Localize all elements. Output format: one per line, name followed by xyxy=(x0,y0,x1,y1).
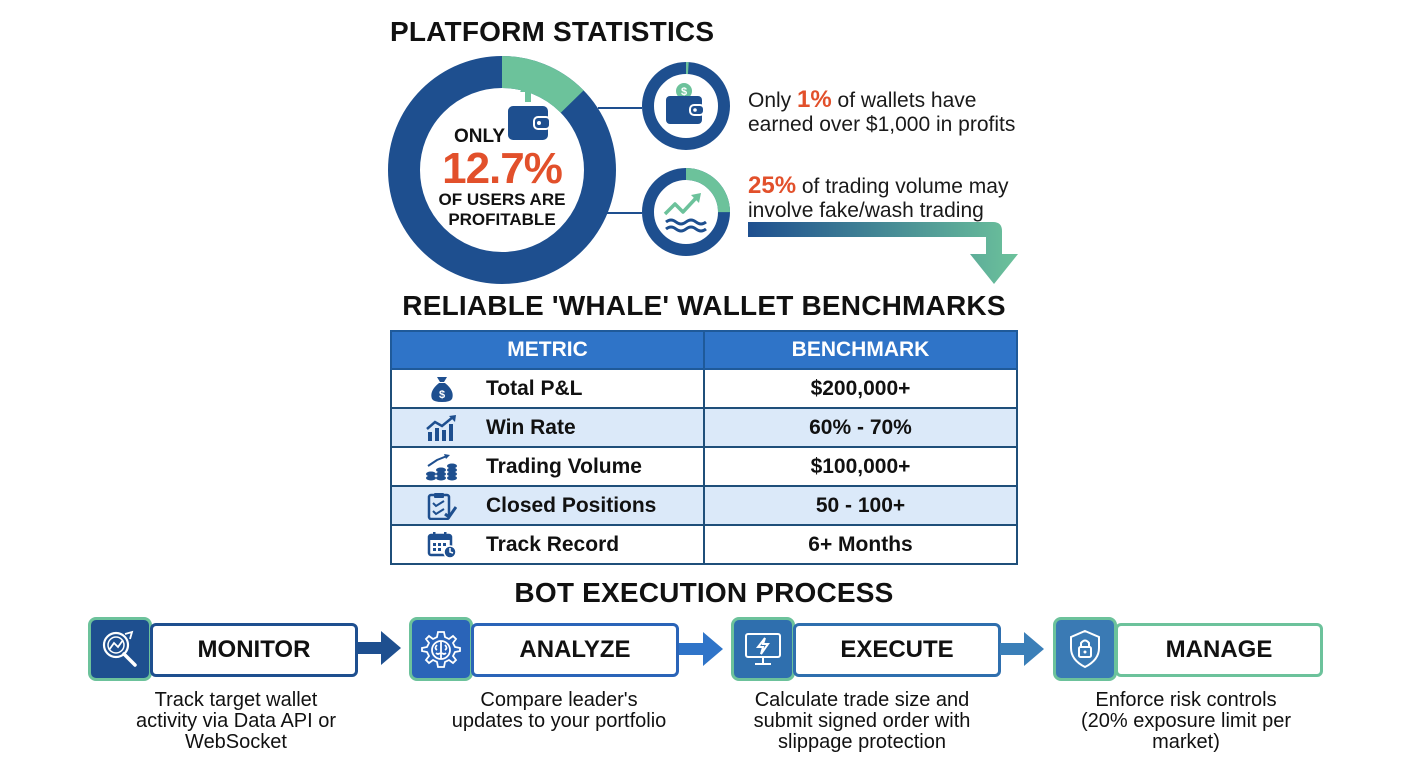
donut-chart-graphic xyxy=(388,56,616,284)
profitable-users-donut: ONLY 12.7% OF USERS ARE PROFITABLE xyxy=(388,56,616,284)
stat-text-wallets: Only 1% of wallets have earned over $1,0… xyxy=(748,88,1015,137)
desc-line: submit signed order with xyxy=(753,710,971,732)
step-desc-execute: Calculate trade size and submit signed o… xyxy=(727,690,997,753)
desc-line: slippage protection xyxy=(778,731,946,753)
metric-label: Track Record xyxy=(486,532,620,556)
step-analyze: ANALYZE xyxy=(409,617,679,681)
step-arrow-1 xyxy=(357,629,403,672)
stat-rest: of wallets have xyxy=(831,89,977,112)
benchmarks-table: METRIC BENCHMARK $ Total P&L $200,000+ W… xyxy=(390,330,1018,565)
wallets-profit-mini-donut: $ xyxy=(640,60,732,152)
desc-line: Compare leader's xyxy=(480,689,638,711)
desc-line: Calculate trade size and xyxy=(754,689,970,711)
metric-label: Trading Volume xyxy=(486,454,642,478)
desc-line: updates to your portfolio xyxy=(451,710,667,732)
step-label: ANALYZE xyxy=(471,623,679,677)
step-arrow-3 xyxy=(1000,630,1046,673)
money-bag-icon: $ xyxy=(422,375,462,403)
benchmark-value: 60% - 70% xyxy=(703,407,1018,448)
desc-line: Track target wallet xyxy=(154,689,318,711)
connector-line-1 xyxy=(598,107,642,109)
step-desc-manage: Enforce risk controls (20% exposure limi… xyxy=(1051,690,1321,753)
step-manage: MANAGE xyxy=(1053,617,1323,681)
gear-brain-icon xyxy=(409,617,473,681)
step-execute: EXECUTE xyxy=(731,617,1001,681)
benchmark-value: 50 - 100+ xyxy=(703,485,1018,526)
step-desc-analyze: Compare leader's updates to your portfol… xyxy=(424,690,694,732)
metric-label: Total P&L xyxy=(486,376,583,400)
stat-text-wash-trading: 25% of trading volume may involve fake/w… xyxy=(748,174,1008,223)
metric-label: Win Rate xyxy=(486,415,576,439)
wash-trading-mini-donut xyxy=(640,166,732,258)
step-monitor: MONITOR xyxy=(88,617,358,681)
table-row: Trading Volume $100,000+ xyxy=(390,446,1018,487)
step-label: MANAGE xyxy=(1115,623,1323,677)
wallet-dollar-icon: $ xyxy=(664,82,710,133)
stat-prefix: Only xyxy=(748,89,798,112)
process-title: BOT EXECUTION PROCESS xyxy=(514,577,894,608)
checklist-icon xyxy=(422,492,462,520)
donut-pre-label: ONLY xyxy=(454,126,506,147)
step-label: MONITOR xyxy=(150,623,358,677)
desc-line: (20% exposure limit per xyxy=(1080,710,1292,732)
benchmark-value: 6+ Months xyxy=(703,524,1018,565)
stat-highlight: 25% xyxy=(748,172,797,199)
benchmark-value: $100,000+ xyxy=(703,446,1018,487)
stat-line2: earned over $1,000 in profits xyxy=(748,113,1016,136)
desc-line: activity via Data API or xyxy=(135,710,337,732)
monitor-lightning-icon xyxy=(731,617,795,681)
magnifier-chart-icon xyxy=(88,617,152,681)
svg-text:$: $ xyxy=(439,389,445,401)
wallet-arrow-up-icon xyxy=(506,80,551,149)
table-row: Closed Positions 50 - 100+ xyxy=(390,485,1018,526)
header-benchmark: BENCHMARK xyxy=(703,330,1018,370)
shield-lock-icon xyxy=(1053,617,1117,681)
step-desc-monitor: Track target wallet activity via Data AP… xyxy=(101,690,371,753)
platform-stats-title: PLATFORM STATISTICS xyxy=(390,16,715,47)
calendar-clock-icon xyxy=(422,531,462,559)
coin-stacks-icon xyxy=(422,453,462,481)
donut-line2: PROFITABLE xyxy=(448,210,556,229)
stat-line2: involve fake/wash trading xyxy=(748,199,984,222)
header-metric: METRIC xyxy=(390,330,705,370)
chart-wave-icon xyxy=(662,190,710,239)
donut-value: 12.7% xyxy=(442,144,563,193)
donut-line1: OF USERS ARE xyxy=(438,190,566,209)
table-header-row: METRIC BENCHMARK xyxy=(390,330,1018,370)
flow-down-arrow xyxy=(748,220,1023,291)
stat-highlight: 1% xyxy=(797,86,832,113)
stat-rest: of trading volume may xyxy=(796,175,1009,198)
svg-text:$: $ xyxy=(681,86,687,98)
desc-line: market) xyxy=(1152,731,1220,753)
table-row: Track Record 6+ Months xyxy=(390,524,1018,565)
benchmark-value: $200,000+ xyxy=(703,368,1018,409)
desc-line: Enforce risk controls xyxy=(1095,689,1277,711)
step-arrow-2 xyxy=(679,630,725,673)
connector-line-2 xyxy=(598,212,642,214)
table-row: Win Rate 60% - 70% xyxy=(390,407,1018,448)
step-label: EXECUTE xyxy=(793,623,1001,677)
metric-label: Closed Positions xyxy=(486,493,657,517)
table-row: $ Total P&L $200,000+ xyxy=(390,368,1018,409)
growth-chart-icon xyxy=(422,414,462,442)
benchmarks-title: RELIABLE 'WHALE' WALLET BENCHMARKS xyxy=(402,290,1006,321)
desc-line: WebSocket xyxy=(185,731,287,753)
